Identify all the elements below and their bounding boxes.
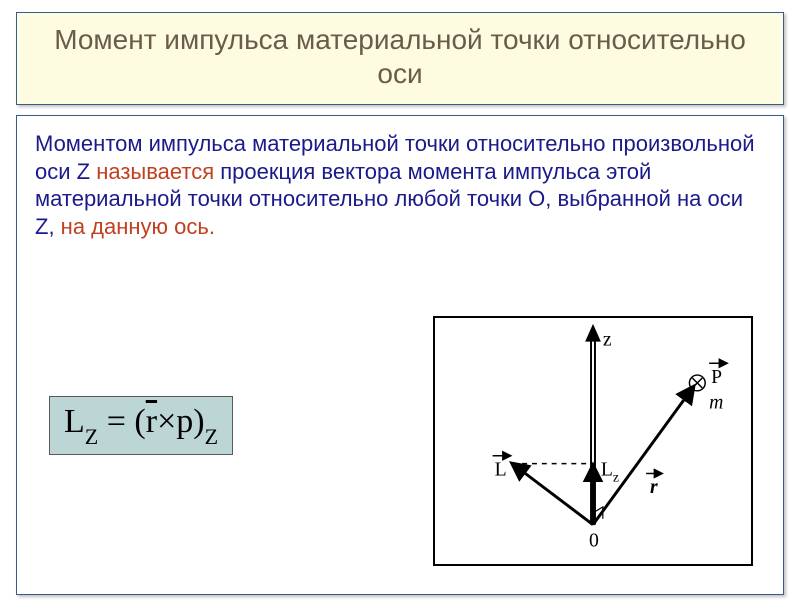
z-label: z [603,329,612,351]
diagram-box: z r P m L Lz [433,316,753,566]
r-label: r [650,476,658,498]
formula-zsub2: Z [205,424,218,449]
origin-label: 0 [589,529,599,551]
page-title: Момент импульса материальной точки относ… [37,23,763,90]
z-axis-arrowhead [585,324,601,342]
formula-eq: = ( [98,403,146,440]
formula-box: LZ = (r×p)Z [49,396,233,455]
definition-paragraph: Моментом импульса материальной точки отн… [35,130,765,240]
formula-r: r [146,403,157,440]
formula-L: L [64,403,85,440]
body-box: Моментом импульса материальной точки отн… [16,115,784,595]
para-red2: на данную ось. [61,214,215,239]
P-label: P [711,366,722,388]
formula-zsub: Z [85,424,98,449]
formula-p: p [176,403,193,440]
formula-times: × [157,403,176,440]
r-vector [593,387,693,525]
formula-close: ) [193,403,204,440]
L-vector [512,464,593,525]
diagram-svg: z r P m L Lz [435,318,751,564]
para-red1: называется [96,159,220,184]
Lz-label: Lz [601,459,619,485]
L-label: L [495,459,507,481]
title-box: Момент импульса материальной точки относ… [16,12,784,105]
m-label: m [709,392,723,414]
